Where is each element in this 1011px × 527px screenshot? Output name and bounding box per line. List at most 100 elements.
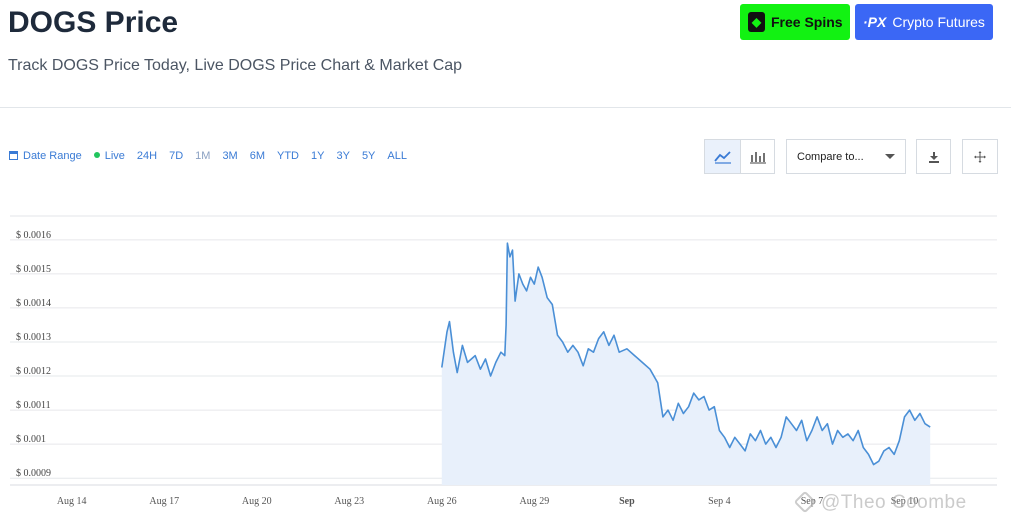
bar-chart-button[interactable] <box>740 139 775 174</box>
price-point <box>883 450 884 451</box>
price-point <box>504 355 505 356</box>
date-range-button[interactable]: Date Range <box>9 150 82 162</box>
price-point <box>914 420 915 421</box>
price-point <box>662 416 663 417</box>
range-24h[interactable]: 24H <box>136 150 158 162</box>
price-point <box>909 410 910 411</box>
bar-chart-icon <box>749 151 766 163</box>
range-1y[interactable]: 1Y <box>311 150 325 162</box>
y-tick-label: $ 0.001 <box>16 434 46 445</box>
watermark-text: @Theo Coombe <box>821 492 967 513</box>
price-point <box>847 433 848 434</box>
price-point <box>572 345 573 346</box>
price-point <box>542 277 543 278</box>
download-icon <box>928 151 939 163</box>
range-7d[interactable]: 7D <box>169 150 184 162</box>
price-point <box>449 321 450 322</box>
compare-label: Compare to... <box>797 150 864 163</box>
price-point <box>899 440 900 441</box>
price-point <box>796 430 797 431</box>
price-point <box>734 437 735 438</box>
range-3m[interactable]: 3M <box>222 150 238 162</box>
price-point <box>806 440 807 441</box>
price-point <box>770 437 771 438</box>
watermark-logo-icon <box>793 490 817 514</box>
range-6m[interactable]: 6M <box>249 150 265 162</box>
chevron-down-icon <box>885 154 895 159</box>
free-spins-label: Free Spins <box>771 14 843 30</box>
price-point <box>688 406 689 407</box>
range-3y[interactable]: 3Y <box>336 150 350 162</box>
price-point <box>467 362 468 363</box>
live-dot-icon <box>93 152 100 158</box>
price-point <box>888 447 889 448</box>
page-title: DOGS Price <box>8 6 179 39</box>
price-point <box>811 430 812 431</box>
y-tick-label: $ 0.0014 <box>16 298 51 309</box>
price-point <box>619 352 620 353</box>
price-point <box>698 399 699 400</box>
date-range-label: Date Range <box>23 150 82 162</box>
price-point <box>924 423 925 424</box>
x-tick-label: Sep 7 <box>801 496 824 507</box>
price-point <box>878 461 879 462</box>
range-ytd[interactable]: YTD <box>277 150 299 162</box>
price-point <box>863 447 864 448</box>
y-tick-label: $ 0.0015 <box>16 264 51 275</box>
price-point <box>495 362 496 363</box>
px-logo-icon: ·PX <box>863 14 887 30</box>
price-point <box>858 430 859 431</box>
compare-select[interactable]: Compare to... <box>786 139 906 174</box>
price-point <box>457 372 458 373</box>
price-point <box>775 447 776 448</box>
price-point <box>515 301 516 302</box>
crypto-futures-label: Crypto Futures <box>892 14 985 30</box>
price-area-fill <box>441 243 931 485</box>
fullscreen-button[interactable] <box>962 139 998 174</box>
price-point <box>530 277 531 278</box>
price-point <box>693 393 694 394</box>
price-point <box>842 437 843 438</box>
price-point <box>642 362 643 363</box>
range-5y[interactable]: 5Y <box>361 150 376 162</box>
price-point <box>603 331 604 332</box>
price-point <box>827 423 828 424</box>
x-tick-label: Aug 20 <box>242 496 272 507</box>
range-1m[interactable]: 1M <box>195 150 211 162</box>
line-chart-icon <box>713 150 731 164</box>
price-point <box>709 410 710 411</box>
crypto-futures-button[interactable]: ·PX Crypto Futures <box>855 4 993 40</box>
price-point <box>801 420 802 421</box>
price-point <box>462 345 463 346</box>
price-point <box>552 304 553 305</box>
price-point <box>588 348 589 349</box>
line-chart-button[interactable] <box>704 139 741 174</box>
price-chart-svg: $ 0.0009 $ 0.001 $ 0.0011 $ 0.0012 $ 0.0013 $… <box>10 215 997 507</box>
price-point <box>593 352 594 353</box>
x-tick-label: Aug 26 <box>427 496 457 507</box>
header-divider <box>0 107 1011 108</box>
free-spins-button[interactable]: ◆ Free Spins <box>740 4 850 40</box>
price-point <box>729 447 730 448</box>
price-point <box>634 355 635 356</box>
price-point <box>873 464 874 465</box>
x-tick-label: Aug 17 <box>149 496 179 507</box>
price-point <box>577 352 578 353</box>
range-toolbar: Date Range Live 24H 7D 1M 3M 6M YTD 1Y 3… <box>9 150 419 162</box>
price-point <box>598 338 599 339</box>
price-point <box>534 284 535 285</box>
x-tick-label: Sep 4 <box>708 496 731 507</box>
x-tick-label: Aug 14 <box>57 496 87 507</box>
price-point <box>490 375 491 376</box>
price-point <box>673 420 674 421</box>
live-button[interactable]: Live <box>93 150 125 162</box>
price-point <box>608 345 609 346</box>
page-subtitle: Track DOGS Price Today, Live DOGS Price … <box>8 57 463 74</box>
price-point <box>683 413 684 414</box>
download-button[interactable] <box>916 139 951 174</box>
price-point <box>837 430 838 431</box>
price-point <box>930 427 931 428</box>
price-point <box>626 348 627 349</box>
range-all[interactable]: ALL <box>387 150 407 162</box>
price-point <box>667 410 668 411</box>
